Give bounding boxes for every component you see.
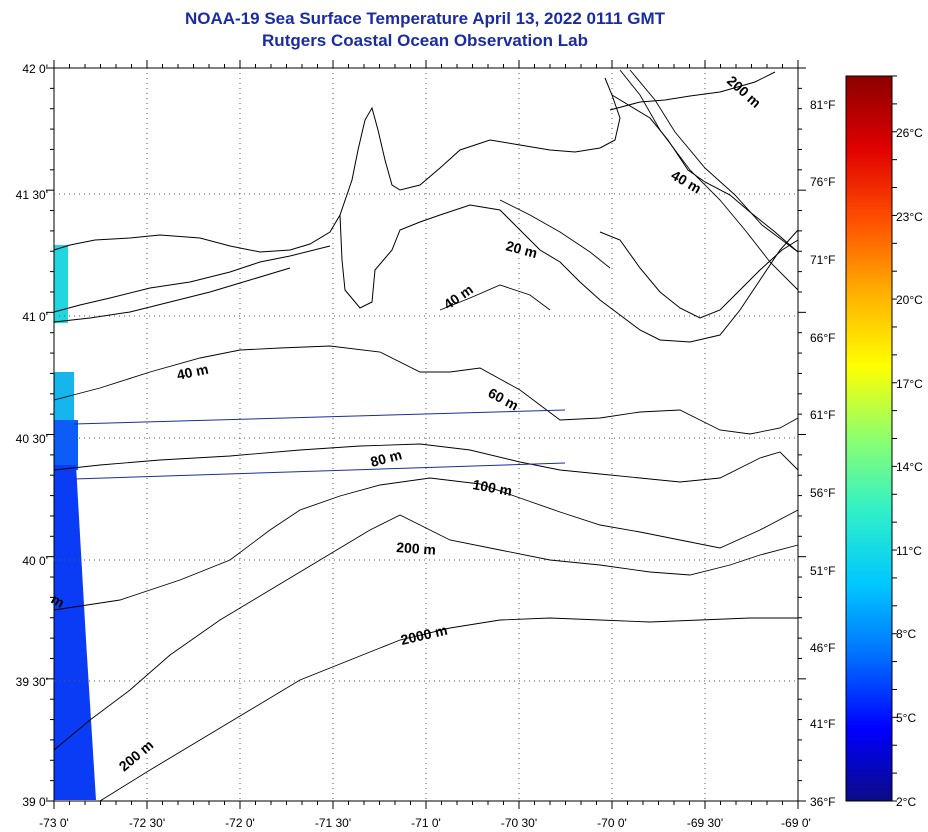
fahrenheit-label: 41°F xyxy=(810,717,835,731)
fahrenheit-label: 71°F xyxy=(810,253,835,267)
track-line-north xyxy=(73,409,566,425)
isobath-label: 2000 m xyxy=(399,622,449,648)
celsius-label: 23°C xyxy=(896,210,923,224)
fahrenheit-label: 56°F xyxy=(810,486,835,500)
swath-blue-a xyxy=(54,420,78,470)
isobath-label: 200 m xyxy=(116,737,157,775)
swath-cyan-north xyxy=(54,245,68,323)
axis-labels: 42 0' 41 30' 41 0' 40 30' 40 0' 39 30' 3… xyxy=(16,62,923,830)
isobath-40m-shelf xyxy=(439,284,551,311)
isobath-cape-slope-2 xyxy=(629,69,799,253)
lat-label: 39 30' xyxy=(16,675,48,689)
isobath-label: 40 m xyxy=(669,167,705,197)
lon-label: -69 30' xyxy=(687,816,723,830)
isobath-label: 200 m xyxy=(396,539,437,558)
fahrenheit-label: 46°F xyxy=(810,641,835,655)
colorbar xyxy=(845,75,893,802)
coast-long-island-shore xyxy=(53,267,291,323)
coast-cape-cod-outer xyxy=(611,94,799,253)
isobath-label: 80 m xyxy=(369,446,404,470)
celsius-label: 20°C xyxy=(896,293,923,307)
lat-label: 40 30' xyxy=(16,432,48,446)
isobath-60m xyxy=(53,345,799,435)
fahrenheit-label: 36°F xyxy=(810,795,835,809)
coast-islands-detail xyxy=(599,231,799,319)
swath-blue-south xyxy=(54,465,96,800)
fahrenheit-label: 81°F xyxy=(810,98,835,112)
isobaths xyxy=(53,69,799,802)
fahrenheit-label: 66°F xyxy=(810,331,835,345)
lon-label: -72 30' xyxy=(129,816,165,830)
sst-swath xyxy=(54,245,96,800)
fahrenheit-label: 76°F xyxy=(810,175,835,189)
celsius-label: 2°C xyxy=(896,795,916,809)
title-line-2: Rutgers Coastal Ocean Observation Lab xyxy=(262,31,588,50)
isobath-label: 60 m xyxy=(486,385,522,414)
coast-long-island-north xyxy=(53,245,331,313)
satellite-tracks xyxy=(73,409,566,480)
celsius-label: 26°C xyxy=(896,126,923,140)
fahrenheit-label: 51°F xyxy=(810,564,835,578)
lon-label: -71 0' xyxy=(411,816,441,830)
lat-label: 40 0' xyxy=(22,554,48,568)
lon-label: -69 0' xyxy=(781,816,811,830)
lon-label: -72 0' xyxy=(225,816,255,830)
celsius-label: 8°C xyxy=(896,627,916,641)
lon-label: -71 30' xyxy=(315,816,351,830)
track-line-south xyxy=(73,462,566,480)
graticule xyxy=(54,68,798,801)
lon-label: -70 30' xyxy=(501,816,537,830)
isobath-100m xyxy=(53,477,799,611)
lon-label: -70 0' xyxy=(597,816,627,830)
isobath-2000m xyxy=(99,617,798,802)
isobath-80m xyxy=(53,443,799,483)
lon-label: -73 0' xyxy=(39,816,69,830)
isobath-200m xyxy=(53,514,799,751)
lat-label: 39 0' xyxy=(22,795,48,809)
lat-label: 41 30' xyxy=(16,188,48,202)
isobath-label: 40 m xyxy=(175,361,210,383)
frame-ticks xyxy=(46,60,806,809)
celsius-label: 14°C xyxy=(896,460,923,474)
lat-label: 41 0' xyxy=(22,310,48,324)
isobath-label: 20 m xyxy=(504,237,539,261)
isobath-label: 200 m xyxy=(724,72,764,110)
fahrenheit-label: 61°F xyxy=(810,408,835,422)
map-title: NOAA-19 Sea Surface Temperature April 13… xyxy=(0,8,850,52)
coast-cape-cod-bay xyxy=(609,71,776,111)
title-line-1: NOAA-19 Sea Surface Temperature April 13… xyxy=(185,9,665,28)
coast-buzzards-nantucket-shoals xyxy=(339,204,799,343)
isobath-20m xyxy=(499,199,611,269)
celsius-label: 17°C xyxy=(896,377,923,391)
colorbar-ticks xyxy=(892,75,897,802)
isobath-label-group: 200 m 40 m 20 m 40 m 40 m 60 m 80 m 100 … xyxy=(49,72,765,774)
isobath-cape-slope-1 xyxy=(619,69,799,291)
celsius-label: 5°C xyxy=(896,711,916,725)
celsius-label: 11°C xyxy=(896,544,922,558)
coastline xyxy=(53,71,799,343)
isobath-label: 100 m xyxy=(471,476,513,499)
lat-label: 42 0' xyxy=(22,62,48,76)
coast-ct-ri-ma xyxy=(53,77,621,253)
isobath-label: 40 m xyxy=(441,281,476,312)
